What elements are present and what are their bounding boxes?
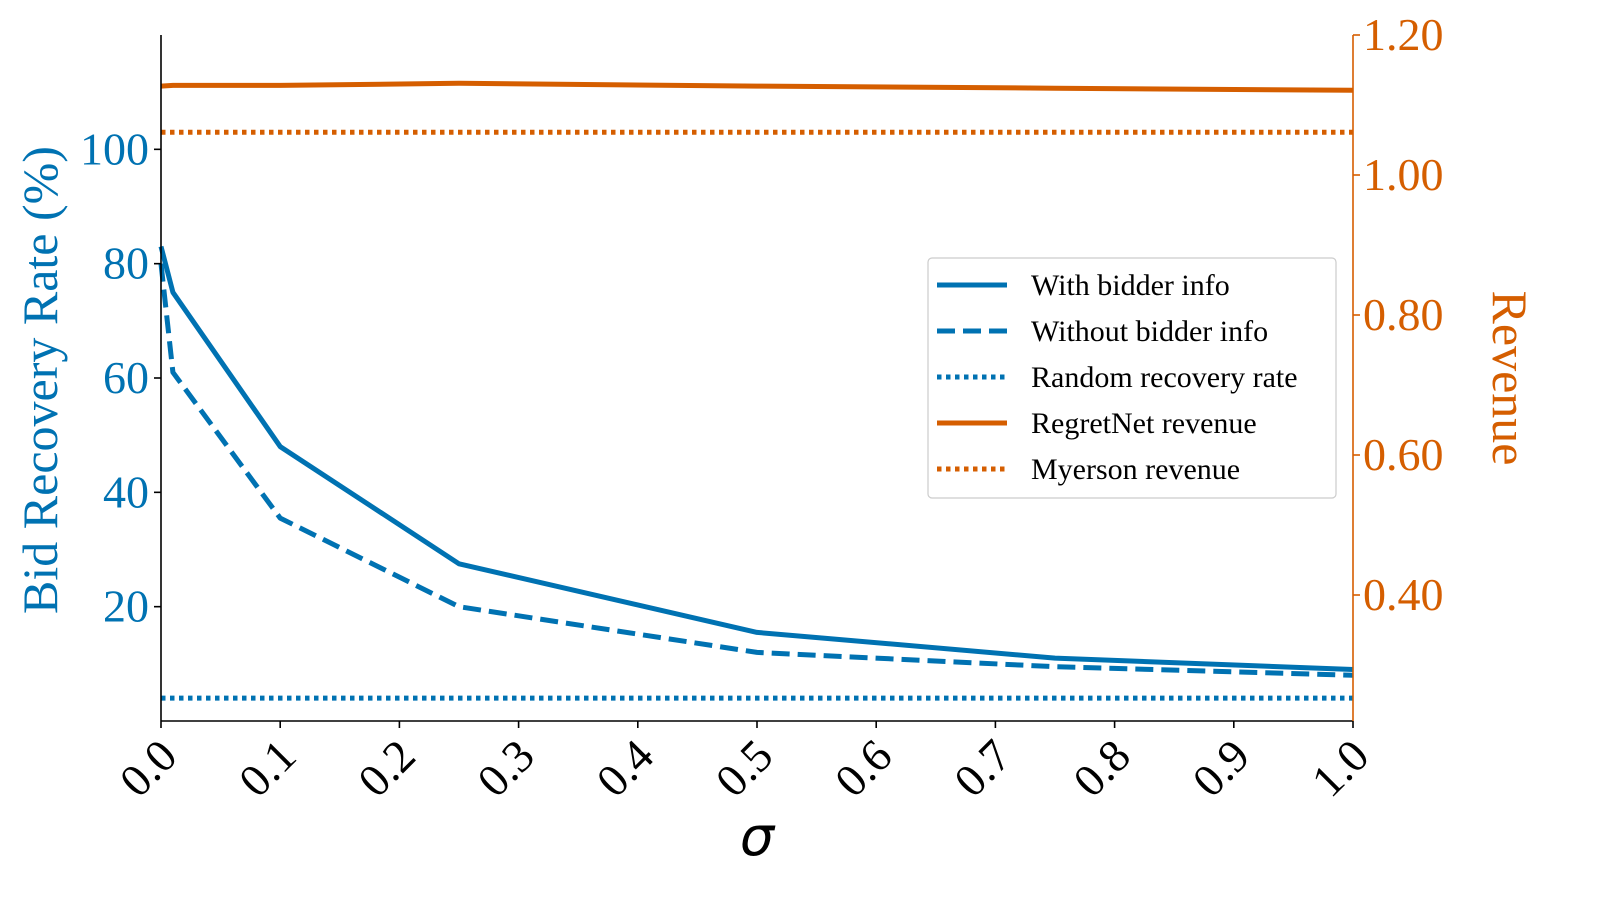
- legend-label: Without bidder info: [1031, 315, 1268, 348]
- x-tick-label: 0.4: [586, 730, 663, 807]
- y-left-tick-label: 80: [103, 238, 149, 289]
- x-tick-label: 0.7: [944, 730, 1021, 807]
- y-right-tick-label: 1.20: [1363, 9, 1444, 60]
- x-tick-label: 0.6: [825, 730, 902, 807]
- series-layer: [158, 80, 1354, 701]
- x-tick-label: 1.0: [1302, 730, 1379, 807]
- legend-label: With bidder info: [1031, 269, 1230, 302]
- y-right-tick-label: 0.40: [1363, 569, 1444, 620]
- x-tick-label: 0.0: [110, 730, 187, 807]
- y-left-tick-label: 20: [103, 581, 149, 632]
- y-axis-label-left: Bid Recovery Rate (%): [12, 146, 68, 614]
- x-tick-label: 0.2: [348, 730, 425, 807]
- x-tick-label: 0.8: [1063, 730, 1140, 807]
- y-left-tick-label: 60: [103, 352, 149, 403]
- series-line-3: [160, 80, 1354, 93]
- legend: With bidder info Without bidder info Rando…: [927, 257, 1337, 499]
- series-line-0: [158, 245, 1354, 672]
- y-axis-label-right: Revenue: [1482, 291, 1538, 466]
- x-tick-label: 0.1: [229, 730, 306, 807]
- legend-label: RegretNet revenue: [1031, 407, 1257, 440]
- x-axis-label: σ: [740, 805, 776, 868]
- y-right-tick-label: 0.80: [1363, 289, 1444, 340]
- y-left-tick-label: 40: [103, 466, 149, 517]
- labels-layer: Bid Recovery Rate (%) Revenue σ: [12, 146, 1538, 868]
- y-left-tick-label: 100: [80, 123, 149, 174]
- series-line-1: [158, 263, 1354, 678]
- x-tick-label: 0.5: [706, 730, 783, 807]
- x-tick-label: 0.3: [467, 730, 544, 807]
- legend-label: Random recovery rate: [1031, 361, 1298, 394]
- y-right-tick-label: 0.60: [1363, 429, 1444, 480]
- legend-box: [927, 257, 1337, 499]
- y-right-tick-label: 1.00: [1363, 149, 1444, 200]
- legend-label: Myerson revenue: [1031, 453, 1240, 486]
- x-tick-label: 0.9: [1182, 730, 1259, 807]
